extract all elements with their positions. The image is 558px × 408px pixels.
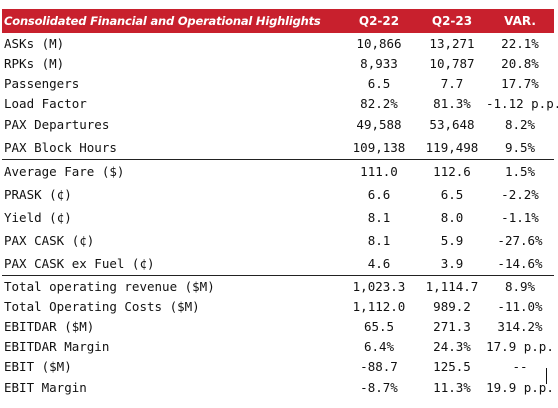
cell-var: 9.5% xyxy=(504,140,536,155)
table-row: Total Operating Costs ($M) 1,112.0 989.2… xyxy=(2,296,554,316)
row-label: PAX CASK ex Fuel (¢) xyxy=(4,256,155,271)
row-label: Passengers xyxy=(4,75,80,91)
row-label: Total Operating Costs ($M) xyxy=(4,298,200,314)
row-label: EBITDAR Margin xyxy=(4,338,110,354)
cell-q2-23: 11.3% xyxy=(433,380,471,395)
header-col-q2-23: Q2-23 xyxy=(431,14,473,28)
cell-var: 17.7% xyxy=(501,75,539,91)
table-row: PAX CASK (¢) 8.1 5.9 -27.6% xyxy=(2,229,554,252)
cell-q2-23: 125.5 xyxy=(433,358,471,374)
text-cursor xyxy=(546,368,547,384)
row-label: EBIT ($M) xyxy=(4,358,72,374)
row-label: EBITDAR ($M) xyxy=(4,318,95,334)
cell-var: -- xyxy=(512,358,528,374)
table-row: Yield (¢) 8.1 8.0 -1.1% xyxy=(2,206,554,229)
table-row: PAX CASK ex Fuel (¢) 4.6 3.9 -14.6% xyxy=(2,252,554,275)
cell-q2-22: 4.6 xyxy=(367,256,391,271)
cell-var: -1.12 p.p. xyxy=(486,95,558,111)
cell-q2-23: 53,648 xyxy=(429,117,475,132)
cell-var: 1.5% xyxy=(504,164,536,179)
cell-q2-23: 7.7 xyxy=(440,75,464,91)
cell-q2-23: 81.3% xyxy=(433,95,471,111)
cell-q2-23: 24.3% xyxy=(433,338,471,354)
cell-var: 20.8% xyxy=(501,55,539,71)
row-label: PAX CASK (¢) xyxy=(4,233,95,248)
cell-var: -1.1% xyxy=(501,210,539,225)
table-row: EBITDAR ($M) 65.5 271.3 314.2% xyxy=(2,316,554,336)
cell-q2-22: 49,588 xyxy=(356,117,402,132)
cell-var: -27.6% xyxy=(497,233,543,248)
table-row: PAX Departures 49,588 53,648 8.2% xyxy=(2,113,554,136)
table-header: Consolidated Financial and Operational H… xyxy=(2,9,554,33)
cell-q2-23: 8.0 xyxy=(440,210,464,225)
table-row: RPKs (M) 8,933 10,787 20.8% xyxy=(2,53,554,73)
table-row: PAX Block Hours 109,138 119,498 9.5% xyxy=(2,136,554,159)
cell-var: 22.1% xyxy=(501,35,539,51)
cell-q2-23: 271.3 xyxy=(433,318,471,334)
cell-q2-22: 65.5 xyxy=(363,318,395,334)
cell-q2-23: 1,114.7 xyxy=(425,278,479,294)
cell-q2-23: 6.5 xyxy=(440,187,464,202)
cell-q2-22: -88.7 xyxy=(360,358,398,374)
cell-q2-22: 6.6 xyxy=(367,187,391,202)
cell-q2-22: 10,866 xyxy=(356,35,402,51)
table-body: ASKs (M) 10,866 13,271 22.1% RPKs (M) 8,… xyxy=(2,33,558,399)
row-label: Load Factor xyxy=(4,95,87,111)
cell-q2-23: 13,271 xyxy=(429,35,475,51)
cell-q2-22: 6.5 xyxy=(367,75,391,91)
cell-q2-22: 111.0 xyxy=(360,164,398,179)
cell-q2-22: 109,138 xyxy=(352,140,406,155)
header-col-q2-22: Q2-22 xyxy=(358,14,400,28)
row-label: ASKs (M) xyxy=(4,35,65,51)
cell-q2-22: 6.4% xyxy=(363,338,395,354)
cell-q2-23: 5.9 xyxy=(440,233,464,248)
cell-q2-22: 8,933 xyxy=(360,55,398,71)
cell-q2-22: -8.7% xyxy=(360,380,398,395)
row-label: PAX Block Hours xyxy=(4,140,117,155)
cell-q2-23: 112.6 xyxy=(433,164,471,179)
header-title: Consolidated Financial and Operational H… xyxy=(4,14,321,28)
cell-q2-22: 1,023.3 xyxy=(352,278,406,294)
table-row: EBIT ($M) -88.7 125.5 -- xyxy=(2,356,554,376)
cell-q2-23: 10,787 xyxy=(429,55,475,71)
row-label: PAX Departures xyxy=(4,117,110,132)
cell-q2-22: 82.2% xyxy=(360,95,398,111)
table-row: Total operating revenue ($M) 1,023.3 1,1… xyxy=(2,275,554,296)
row-label: EBIT Margin xyxy=(4,380,87,395)
highlights-table: Consolidated Financial and Operational H… xyxy=(2,9,558,399)
cell-var: 8.2% xyxy=(504,117,536,132)
cell-q2-22: 8.1 xyxy=(367,233,391,248)
cell-var: 17.9 p.p. xyxy=(486,338,554,354)
cell-var: 19.9 p.p. xyxy=(486,380,554,395)
row-label: Yield (¢) xyxy=(4,210,72,225)
cell-q2-22: 8.1 xyxy=(367,210,391,225)
cell-var: 314.2% xyxy=(497,318,543,334)
table-row: Average Fare ($) 111.0 112.6 1.5% xyxy=(2,159,554,183)
table-row: Load Factor 82.2% 81.3% -1.12 p.p. xyxy=(2,93,558,113)
table-row: EBITDAR Margin 6.4% 24.3% 17.9 p.p. xyxy=(2,336,554,356)
cell-q2-23: 119,498 xyxy=(425,140,479,155)
row-label: PRASK (¢) xyxy=(4,187,72,202)
header-col-var: VAR. xyxy=(504,14,536,28)
row-label: RPKs (M) xyxy=(4,55,65,71)
table-row: ASKs (M) 10,866 13,271 22.1% xyxy=(2,33,554,53)
table-row: Passengers 6.5 7.7 17.7% xyxy=(2,73,554,93)
table-row: PRASK (¢) 6.6 6.5 -2.2% xyxy=(2,183,554,206)
row-label: Average Fare ($) xyxy=(4,164,125,179)
cell-var: -14.6% xyxy=(497,256,543,271)
cell-var: 8.9% xyxy=(504,278,536,294)
cell-var: -2.2% xyxy=(501,187,539,202)
cell-var: -11.0% xyxy=(497,298,543,314)
cell-q2-22: 1,112.0 xyxy=(352,298,406,314)
row-label: Total operating revenue ($M) xyxy=(4,278,215,294)
cell-q2-23: 989.2 xyxy=(433,298,471,314)
table-row: EBIT Margin -8.7% 11.3% 19.9 p.p. xyxy=(2,376,554,399)
cell-q2-23: 3.9 xyxy=(440,256,464,271)
